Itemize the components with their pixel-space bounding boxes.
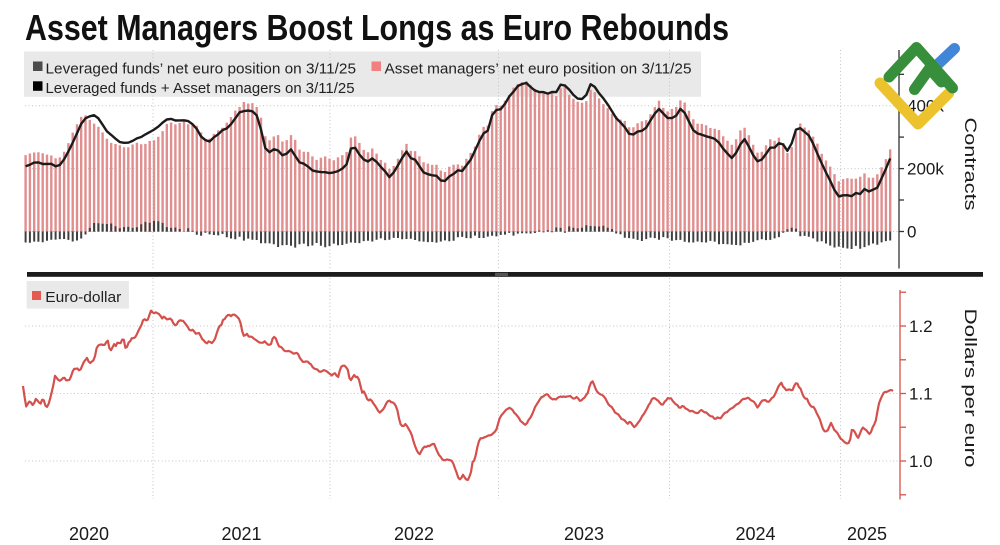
svg-text:2022: 2022 bbox=[394, 524, 434, 544]
svg-text:Contracts: Contracts bbox=[961, 118, 980, 211]
svg-text:Dollars per euro: Dollars per euro bbox=[961, 309, 980, 468]
svg-text:1.1: 1.1 bbox=[909, 384, 933, 403]
svg-text:2025: 2025 bbox=[847, 524, 887, 544]
svg-text:Leveraged funds + Asset manage: Leveraged funds + Asset managers on 3/11… bbox=[46, 80, 355, 97]
svg-text:200k: 200k bbox=[907, 159, 944, 178]
svg-text:2023: 2023 bbox=[564, 524, 604, 544]
svg-text:2024: 2024 bbox=[735, 524, 775, 544]
svg-text:Asset managers’ net euro posit: Asset managers’ net euro position on 3/1… bbox=[385, 60, 692, 77]
svg-text:Euro-dollar: Euro-dollar bbox=[45, 289, 121, 306]
svg-text:0: 0 bbox=[907, 222, 916, 241]
svg-text:1.2: 1.2 bbox=[909, 317, 933, 336]
svg-text:Leveraged funds’ net euro posi: Leveraged funds’ net euro position on 3/… bbox=[46, 60, 357, 77]
svg-text:1.0: 1.0 bbox=[909, 452, 933, 471]
svg-text:Asset Managers Boost Longs as: Asset Managers Boost Longs as Euro Rebou… bbox=[25, 7, 729, 48]
svg-text:2021: 2021 bbox=[221, 524, 261, 544]
svg-text:2020: 2020 bbox=[69, 524, 109, 544]
